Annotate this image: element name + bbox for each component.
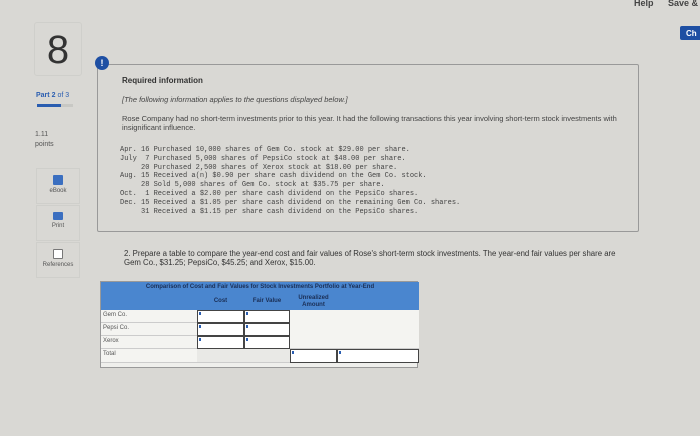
pepsi-cost-input[interactable]: [197, 323, 244, 336]
info-intro: Rose Company had no short-term investmen…: [122, 114, 617, 132]
points-label: points: [35, 141, 54, 148]
part-progress-fill: [37, 104, 62, 107]
required-info-heading: Required information: [122, 76, 203, 85]
total-fair-value-cell: [244, 349, 290, 363]
table-title: Comparison of Cost and Fair Values for S…: [101, 282, 419, 293]
references-icon: [53, 249, 63, 259]
print-label: Print: [51, 223, 65, 229]
save-exit-button[interactable]: Save & E: [668, 0, 700, 8]
question-number: 8: [34, 22, 82, 76]
info-icon: !: [95, 56, 109, 70]
print-button[interactable]: Print: [36, 205, 80, 241]
ebook-icon: [53, 175, 63, 185]
transaction: Apr. 16 Purchased 10,000 shares of Gem C…: [120, 146, 410, 154]
row-label-pepsi: Pepsi Co.: [101, 323, 197, 336]
xerox-fair-value-input[interactable]: [244, 336, 290, 349]
help-button[interactable]: Help: [634, 0, 654, 8]
top-bar: [0, 0, 700, 10]
part-label: Part: [36, 92, 50, 99]
transaction: Dec. 15 Received a $1.05 per share cash …: [120, 198, 461, 207]
ebook-button[interactable]: eBook: [36, 168, 80, 204]
transaction: Aug. 15 Received a(n) $0.90 per share ca…: [120, 172, 427, 181]
row-label-xerox: Xerox: [101, 336, 197, 349]
xerox-cost-input[interactable]: [197, 336, 244, 349]
gem-cost-input[interactable]: [197, 310, 244, 323]
question-text: 2. Prepare a table to compare the year-e…: [124, 249, 616, 267]
transaction: 28 Sold 5,000 shares of Gem Co. stock at…: [120, 181, 385, 190]
points: 1.11 points: [35, 130, 54, 150]
transaction: 31 Received a $1.15 per share cash divid…: [120, 207, 419, 216]
transaction: Oct. 1 Received a $2.00 per share cash d…: [120, 189, 419, 198]
part-indicator: Part 2 of 3: [36, 92, 69, 99]
part-of: of 3: [57, 92, 70, 99]
row-label-gem: Gem Co.: [101, 310, 197, 323]
part-progress-bar: [37, 104, 73, 107]
required-info-card: [97, 64, 639, 232]
points-value: 1.11: [35, 131, 49, 138]
check-button[interactable]: Ch: [680, 26, 700, 40]
total-unrealized-type-input[interactable]: [337, 349, 419, 363]
total-cost-cell: [197, 349, 244, 363]
info-note: [The following information applies to th…: [122, 95, 348, 104]
comparison-table: Comparison of Cost and Fair Values for S…: [100, 281, 419, 368]
part-current: 2: [51, 92, 56, 99]
header-fair-value: Fair Value: [244, 293, 290, 310]
references-button[interactable]: References: [36, 242, 80, 278]
header-cost: Cost: [197, 293, 244, 310]
references-label: References: [42, 262, 74, 268]
empty-area: [290, 310, 419, 349]
header-blank: [337, 293, 419, 310]
ebook-label: eBook: [49, 188, 67, 194]
header-blank: [101, 293, 197, 310]
total-unrealized-input[interactable]: [290, 349, 337, 363]
transaction: July 7 Purchased 5,000 shares of PepsiCo…: [120, 154, 406, 163]
transactions-list: Apr. 16 Purchased 10,000 shares of Gem C…: [120, 146, 460, 216]
transaction: 20 Purchased 2,500 shares of Xerox stock…: [120, 163, 398, 172]
print-icon: [53, 212, 63, 220]
gem-fair-value-input[interactable]: [244, 310, 290, 323]
row-label-total: Total: [101, 349, 197, 363]
pepsi-fair-value-input[interactable]: [244, 323, 290, 336]
header-unrealized: Unrealized Amount: [290, 293, 337, 310]
